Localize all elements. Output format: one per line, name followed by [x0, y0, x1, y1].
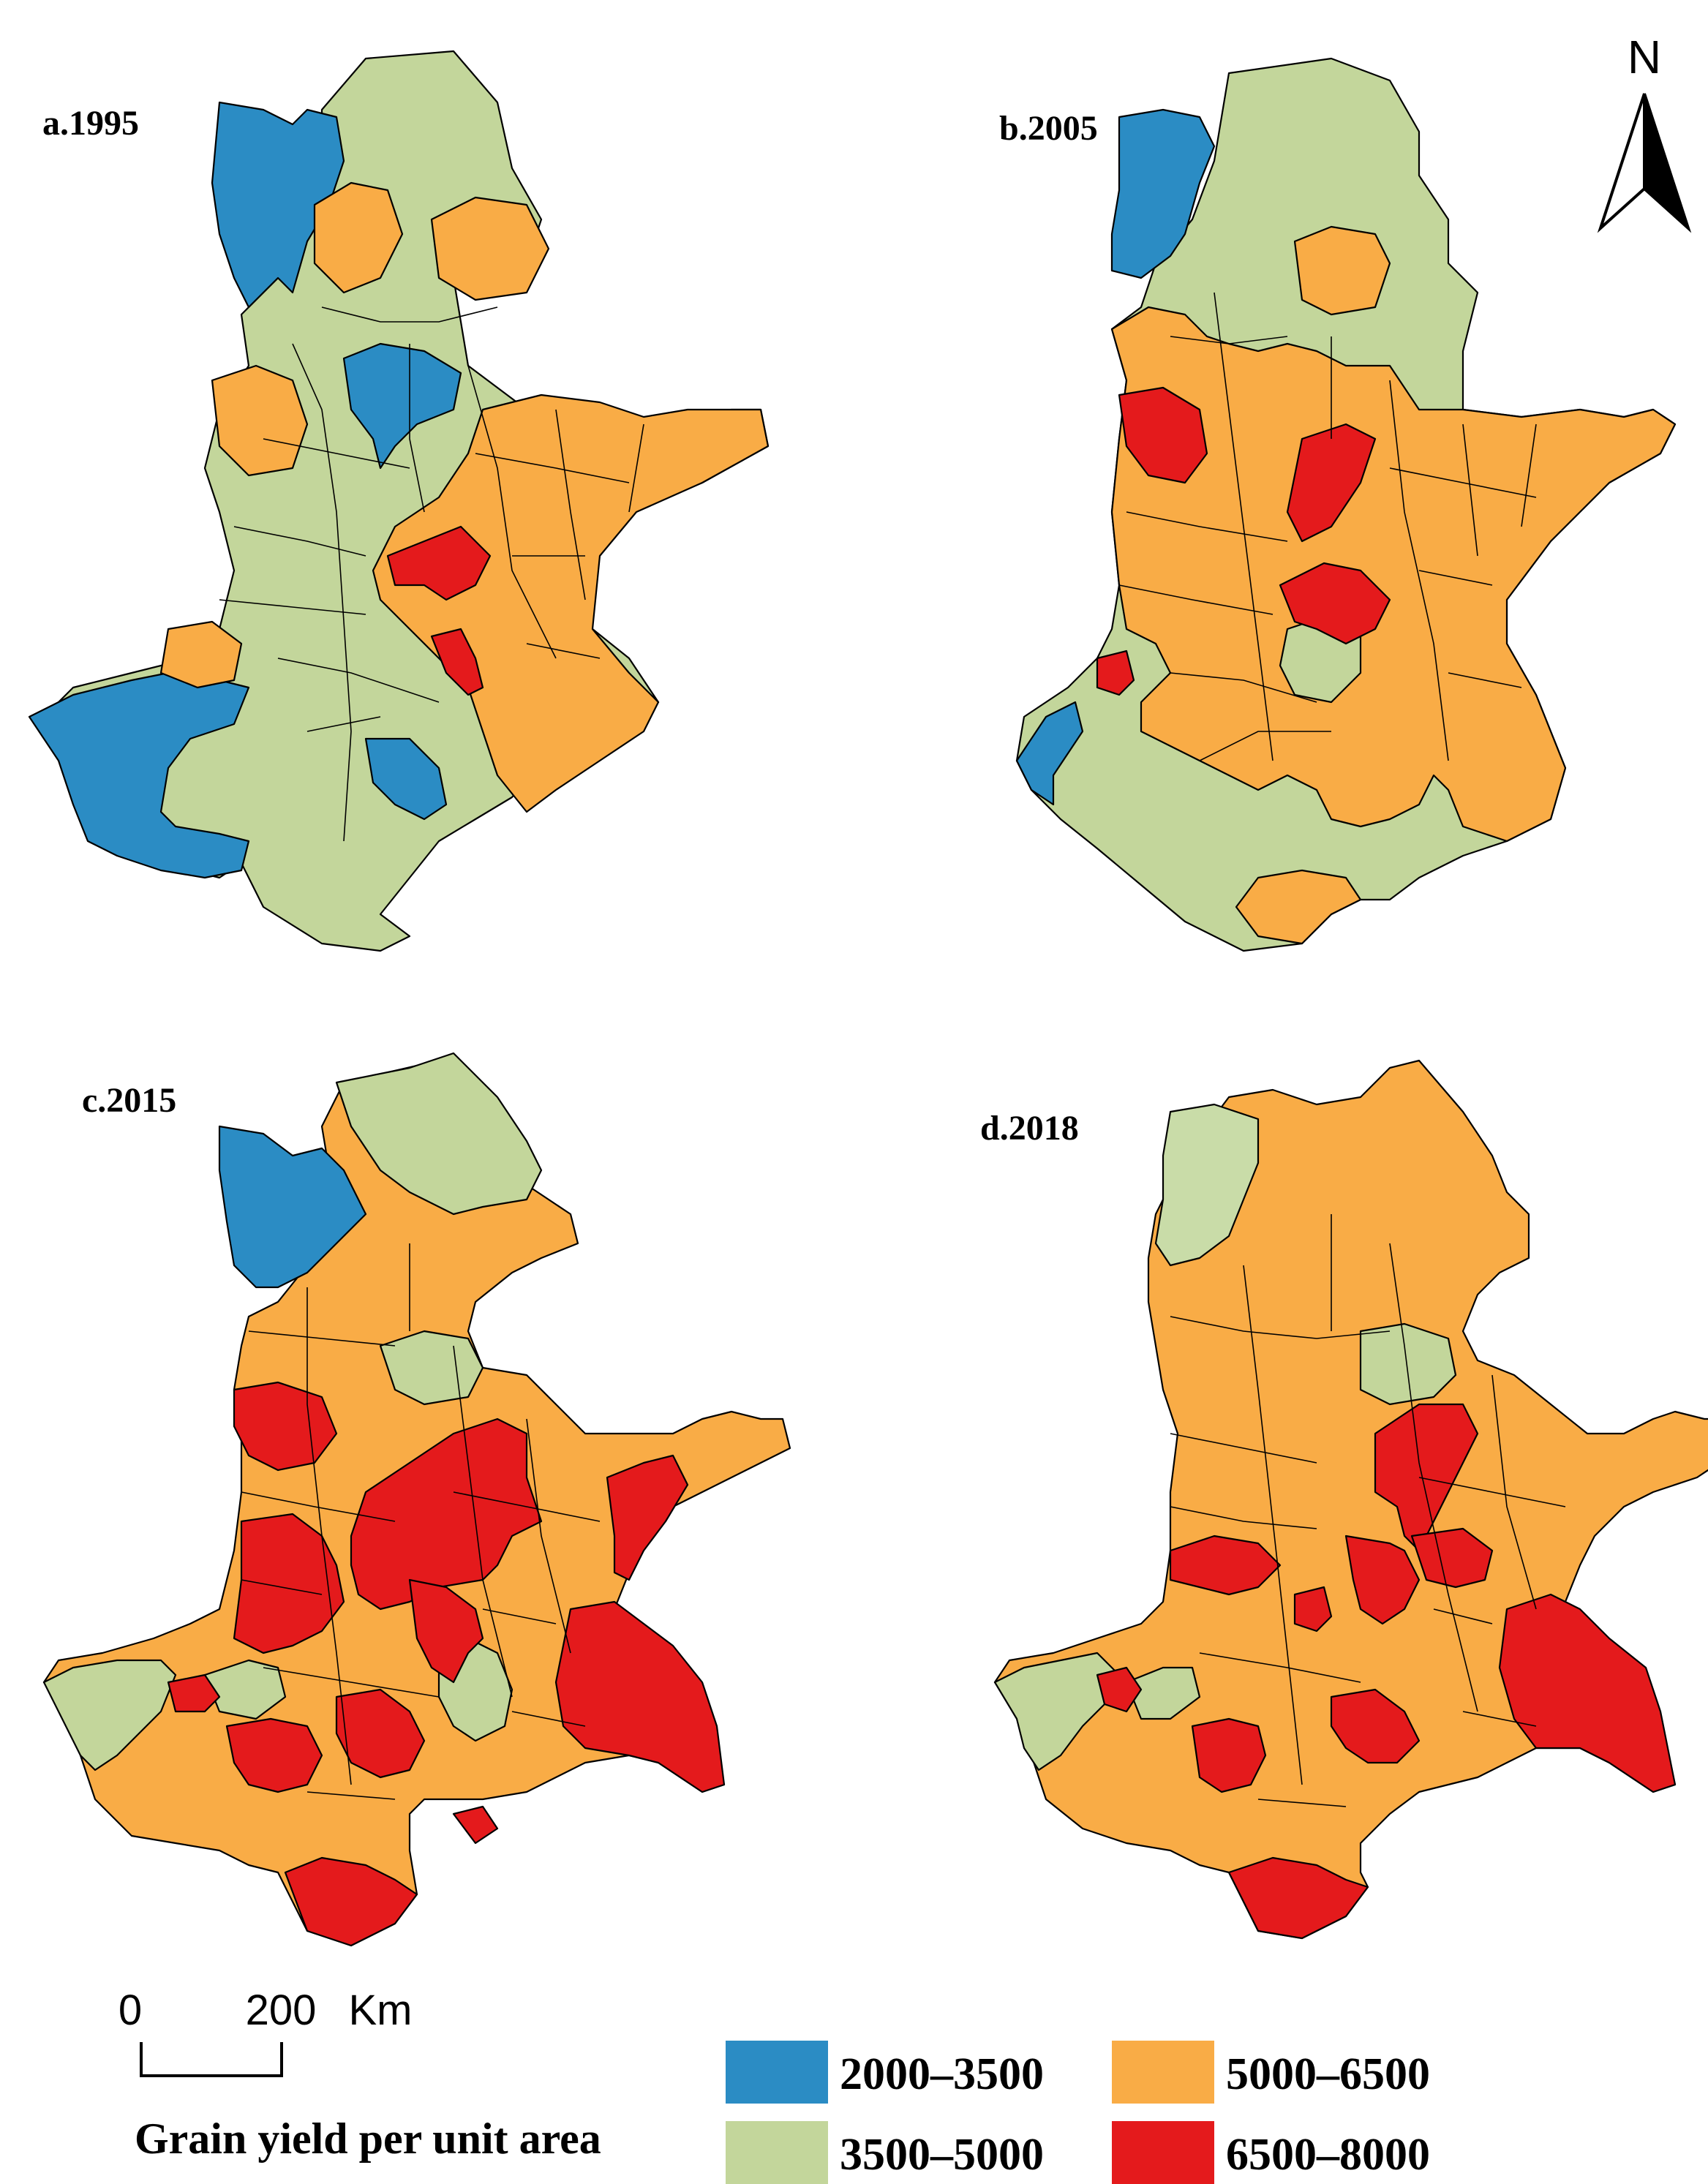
map-panel-1995: a.1995	[28, 50, 770, 952]
legend-label-5000-6500: 5000–6500	[1226, 2049, 1430, 2099]
legend-label-3500-5000: 3500–5000	[840, 2130, 1044, 2180]
north-arrow-icon	[1597, 93, 1692, 233]
scale-distance-label: 200	[246, 1987, 317, 2034]
region-borders	[241, 1243, 601, 1800]
scale-bar: 0 200 Km	[118, 1987, 413, 2077]
scale-line	[140, 2042, 283, 2077]
region-map	[993, 1059, 1708, 1940]
scale-unit-label: Km	[349, 1987, 413, 2034]
legend-label-6500-8000: 6500–8000	[1226, 2130, 1430, 2180]
region-borders	[1118, 292, 1537, 761]
panel-label-2005: b.2005	[999, 109, 1098, 148]
region-map	[1015, 57, 1677, 952]
map-panel-2018: d.2018	[980, 1059, 1708, 1940]
legend-title: Grain yield per unit area	[135, 2115, 601, 2163]
region-borders	[1170, 1214, 1566, 1807]
panel-label-2015: c.2015	[82, 1081, 176, 1120]
scale-zero-label: 0	[118, 1987, 142, 2034]
north-arrow: N	[1597, 31, 1692, 233]
region-map	[28, 50, 770, 952]
legend-swatch-6500-8000	[1112, 2121, 1214, 2184]
legend-label-2000-3500: 2000–3500	[840, 2049, 1044, 2099]
legend-swatch-3500-5000	[726, 2121, 828, 2184]
legend-swatch-5000-6500	[1112, 2041, 1214, 2104]
map-panel-2015: c.2015	[42, 1052, 791, 1947]
legend: Grain yield per unit area 2000–3500 3500…	[135, 2041, 1430, 2184]
region-borders	[219, 306, 644, 842]
region-map	[42, 1052, 791, 1947]
panel-label-1995: a.1995	[42, 104, 139, 143]
map-panel-2005: b.2005	[999, 57, 1677, 952]
panel-label-2018: d.2018	[980, 1109, 1079, 1148]
north-label: N	[1628, 31, 1661, 83]
legend-swatch-2000-3500	[726, 2041, 828, 2104]
